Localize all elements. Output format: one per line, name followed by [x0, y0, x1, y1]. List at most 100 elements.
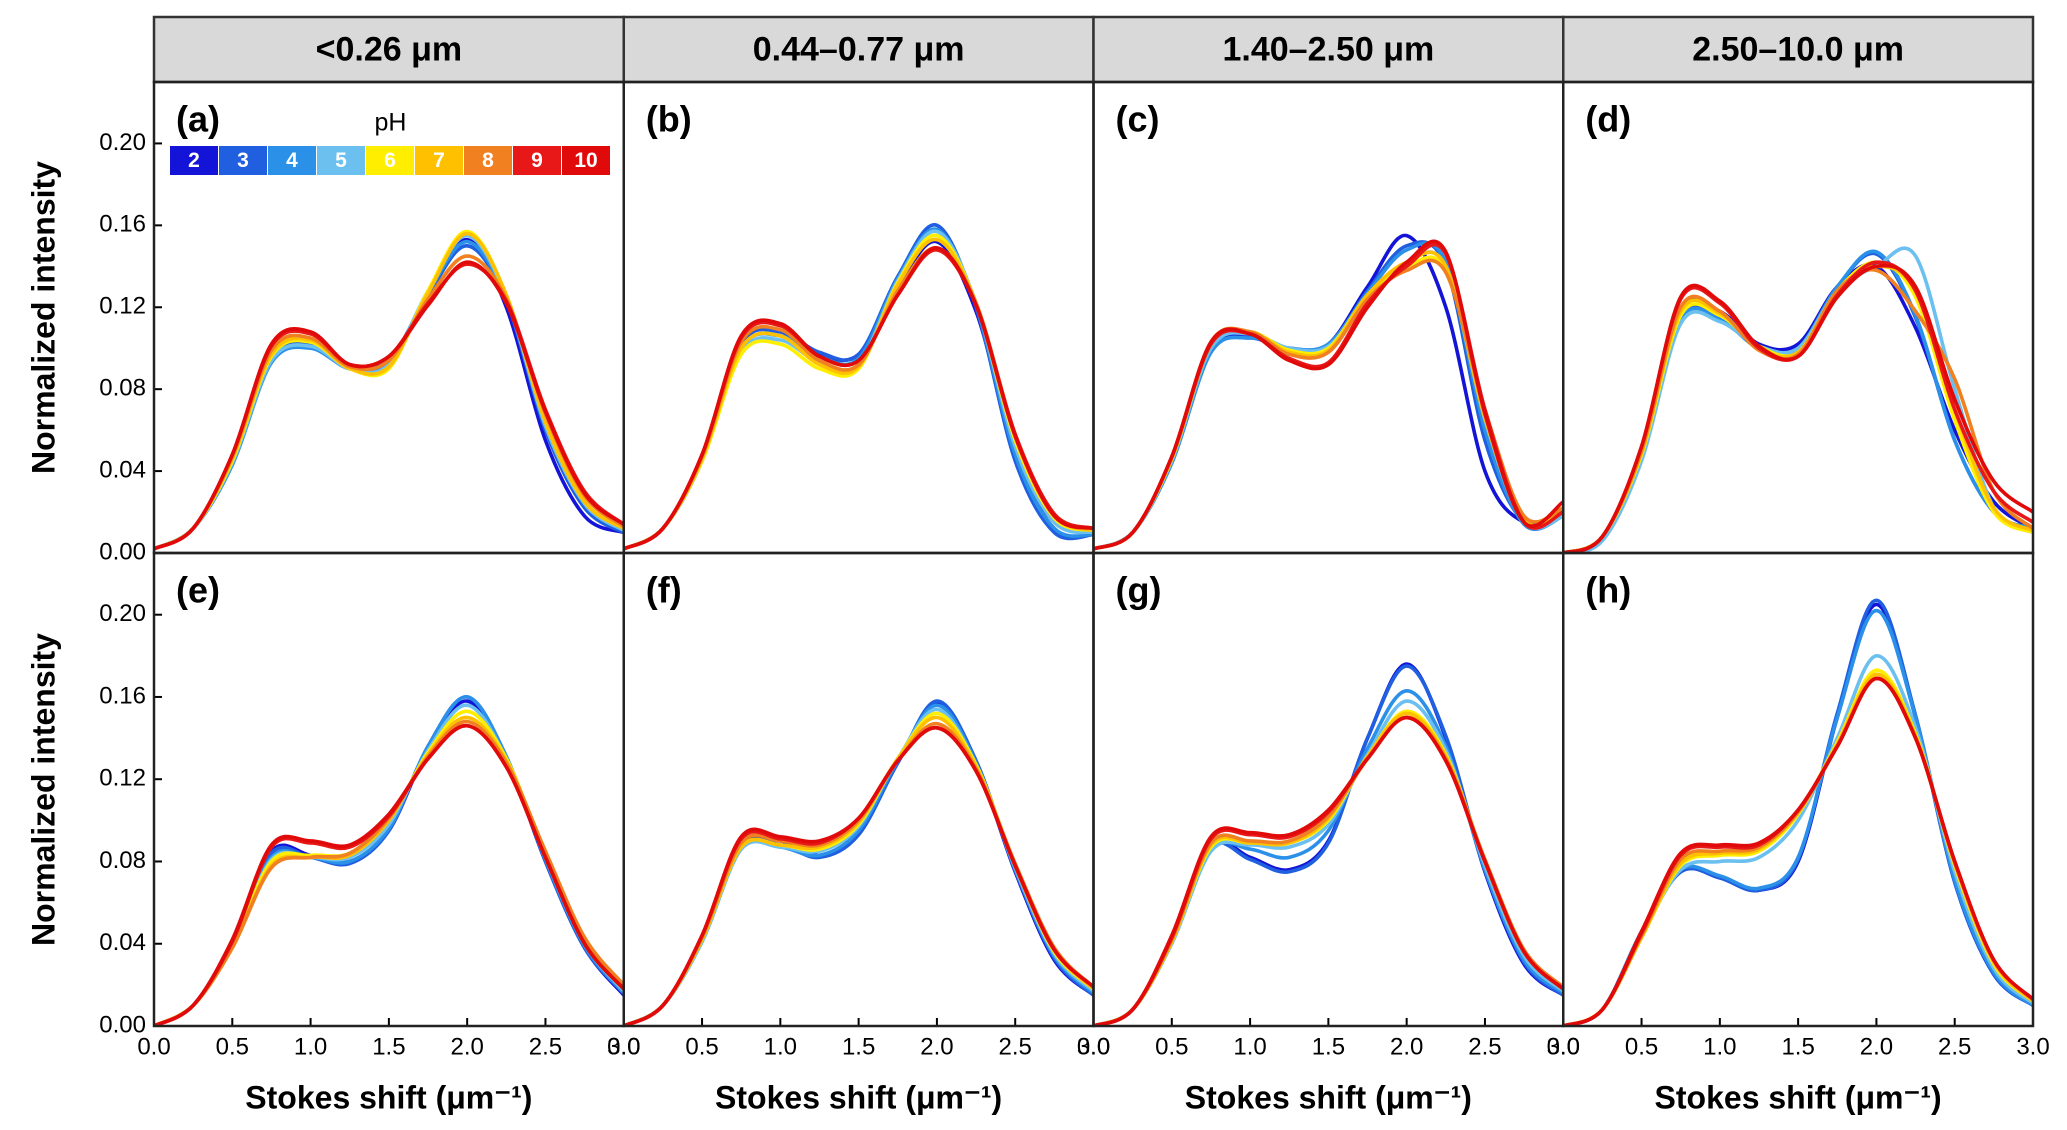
series-line — [1093, 699, 1564, 1026]
x-tick-label: 1.0 — [294, 1033, 327, 1060]
series-line — [1093, 239, 1564, 551]
legend-swatch — [464, 146, 512, 175]
series-line — [1093, 715, 1564, 1026]
panel-label: (a) — [176, 99, 220, 140]
series-line — [1093, 240, 1564, 551]
plot-area — [623, 699, 1094, 1026]
series-line — [623, 703, 1094, 1026]
series-line — [1563, 246, 2033, 553]
series-line — [623, 239, 1094, 551]
x-axis-label: Stokes shift (μm⁻¹) — [245, 1079, 532, 1115]
series-line — [623, 233, 1094, 551]
plot-area — [1563, 598, 2033, 1026]
panel-label: (d) — [1585, 99, 1631, 140]
series-line — [1093, 715, 1564, 1026]
series-line — [154, 260, 624, 551]
x-tick-label: 2.0 — [920, 1033, 953, 1060]
legend-label: 6 — [384, 149, 396, 172]
series-line — [154, 237, 624, 551]
column-header — [622, 15, 1095, 84]
series-line — [1563, 260, 2033, 553]
series-line — [623, 707, 1094, 1026]
series-line — [623, 246, 1094, 551]
series-line — [154, 695, 624, 1026]
series-line — [1093, 250, 1564, 551]
legend-label: 10 — [574, 149, 597, 172]
plot-area — [623, 223, 1094, 551]
series-line — [1093, 255, 1564, 551]
column-title: 0.44–0.77 μm — [753, 30, 965, 68]
x-axis-label: Stokes shift (μm⁻¹) — [715, 1079, 1002, 1115]
series-line — [1093, 664, 1564, 1026]
y-tick-label: 0.20 — [99, 600, 146, 627]
x-tick-label: 3.0 — [1547, 1033, 1580, 1060]
legend-label: 5 — [335, 149, 347, 172]
y-tick-label: 0.04 — [99, 929, 146, 956]
y-tick-label: 0.00 — [99, 1011, 146, 1038]
series-line — [1093, 258, 1564, 551]
plot-area — [154, 695, 624, 1026]
panel-label: (b) — [646, 99, 692, 140]
x-tick-label: 1.5 — [842, 1033, 875, 1060]
series-line — [1563, 262, 2033, 553]
panel-label: (c) — [1116, 99, 1160, 140]
x-tick-label: 1.0 — [764, 1033, 797, 1060]
series-line — [623, 711, 1094, 1026]
panel-label: (h) — [1585, 570, 1631, 611]
legend-swatch — [170, 146, 218, 175]
x-axis-label: Stokes shift (μm⁻¹) — [1185, 1079, 1472, 1115]
x-tick-label: 1.5 — [1781, 1033, 1814, 1060]
series-line — [623, 715, 1094, 1026]
series-line — [154, 723, 624, 1026]
panel-label: (e) — [176, 570, 220, 611]
series-line — [623, 246, 1094, 551]
x-tick-label: 2.5 — [529, 1033, 562, 1060]
legend-swatch — [317, 146, 365, 175]
x-tick-label: 1.0 — [1703, 1033, 1736, 1060]
y-tick-label: 0.16 — [99, 682, 146, 709]
series-line — [154, 254, 624, 551]
series-line — [1093, 715, 1564, 1026]
column-header — [152, 15, 625, 84]
x-tick-label: 0.0 — [1077, 1033, 1110, 1060]
x-tick-label: 3.0 — [607, 1033, 640, 1060]
y-axis-label: Normalized intensity — [25, 633, 61, 946]
series-line — [623, 726, 1094, 1026]
series-line — [623, 223, 1094, 551]
x-tick-label: 2.5 — [999, 1033, 1032, 1060]
panel-label: (g) — [1116, 570, 1162, 611]
legend-label: 7 — [433, 149, 445, 172]
legend-title: pH — [375, 109, 407, 137]
x-tick-label: 1.0 — [1233, 1033, 1266, 1060]
column-title: 1.40–2.50 μm — [1223, 30, 1435, 68]
plot-area — [1093, 233, 1564, 551]
series-line — [1093, 241, 1564, 551]
series-line — [1563, 676, 2033, 1026]
series-line — [623, 726, 1094, 1026]
legend-swatch — [513, 146, 561, 175]
series-line — [623, 699, 1094, 1026]
legend-swatch — [415, 146, 463, 175]
legend-label: 2 — [188, 149, 200, 172]
plot-area — [1093, 662, 1564, 1026]
series-line — [623, 701, 1094, 1026]
x-axis-label: Stokes shift (μm⁻¹) — [1655, 1079, 1942, 1115]
y-tick-label: 0.20 — [99, 129, 146, 156]
series-line — [623, 721, 1094, 1026]
series-line — [1093, 709, 1564, 1026]
series-line — [1563, 654, 2033, 1026]
column-title: 2.50–10.0 μm — [1692, 30, 1904, 68]
series-line — [1093, 250, 1564, 551]
series-line — [154, 262, 624, 551]
legend-label: 3 — [237, 149, 249, 172]
legend-label: 8 — [482, 149, 494, 172]
series-line — [154, 695, 624, 1026]
series-line — [1563, 668, 2033, 1026]
x-tick-label: 0.0 — [1547, 1033, 1580, 1060]
x-tick-label: 0.5 — [685, 1033, 718, 1060]
x-tick-label: 2.0 — [1390, 1033, 1423, 1060]
y-tick-label: 0.08 — [99, 847, 146, 874]
x-tick-label: 0.5 — [1155, 1033, 1188, 1060]
series-line — [154, 231, 624, 551]
